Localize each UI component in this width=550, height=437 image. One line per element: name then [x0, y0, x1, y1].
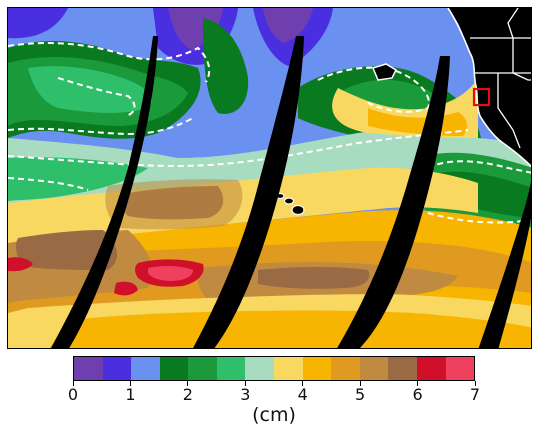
colorbar-tick	[72, 381, 74, 386]
colorbar	[73, 356, 475, 381]
colorbar-tick-label: 7	[469, 385, 481, 404]
dashed-contour	[8, 177, 89, 191]
dashed-contour	[427, 212, 531, 224]
colorbar-segment	[331, 357, 360, 380]
state-borders	[470, 8, 531, 149]
precipitable-water-map	[7, 7, 532, 349]
tropical-moisture	[258, 267, 370, 289]
colorbar-tick-label: 4	[297, 385, 308, 404]
colorbar-segment	[102, 357, 132, 380]
tropical-moisture	[105, 179, 243, 230]
low-moisture-region	[168, 8, 223, 50]
colorbar-tick	[474, 381, 476, 386]
colorbar-segment	[445, 357, 475, 380]
map-canvas	[8, 8, 531, 348]
colorbar-tick	[187, 381, 189, 386]
colorbar-unit-label: (cm)	[252, 404, 296, 426]
moist-band-east	[203, 18, 249, 114]
colorbar-segment	[416, 357, 446, 380]
tropical-moisture	[8, 167, 478, 250]
swath-gap	[193, 36, 304, 348]
colorbar-tick	[359, 381, 361, 386]
study-region-box	[472, 87, 491, 107]
colorbar-tick	[302, 381, 304, 386]
coastline	[447, 8, 531, 168]
colorbar-tick	[244, 381, 246, 386]
colorbar-segment	[216, 357, 246, 380]
colorbar-tick-label: 6	[412, 385, 423, 404]
low-moisture-region	[263, 8, 313, 43]
heavy-moisture-core	[8, 257, 33, 272]
tropical-moisture	[15, 230, 118, 270]
colorbar-tick	[129, 381, 131, 386]
colorbar-segment	[274, 357, 303, 380]
low-moisture-region	[8, 8, 68, 39]
colorbar-segment	[159, 357, 189, 380]
dashed-contour	[8, 129, 469, 168]
colorbar-segment	[131, 357, 160, 380]
colorbar-tick	[417, 381, 419, 386]
colorbar-segment	[188, 357, 217, 380]
colorbar-segment	[302, 357, 332, 380]
swath-gap	[337, 56, 450, 348]
colorbar-segment	[388, 357, 417, 380]
heavy-moisture-core	[114, 281, 138, 296]
dashed-contour	[8, 117, 194, 136]
colorbar-tick-label: 1	[125, 385, 136, 404]
colorbar-tick-label: 3	[240, 385, 251, 404]
dashed-contour	[57, 77, 136, 117]
dashed-contour	[317, 66, 430, 113]
tropical-moisture	[368, 108, 468, 136]
colorbar-segment	[74, 357, 103, 380]
colorbar-segment	[359, 357, 389, 380]
tropical-moisture	[49, 310, 531, 348]
colorbar-segment	[245, 357, 275, 380]
heavy-moisture-core	[148, 265, 193, 281]
dashed-contour	[427, 160, 531, 174]
island-outline	[371, 63, 397, 81]
colorbar-tick-label: 0	[67, 385, 79, 404]
colorbar-tick-label: 5	[355, 385, 366, 404]
colorbar-tick-label: 2	[182, 385, 193, 404]
swath-gap	[478, 181, 531, 348]
transition-band	[8, 157, 148, 201]
